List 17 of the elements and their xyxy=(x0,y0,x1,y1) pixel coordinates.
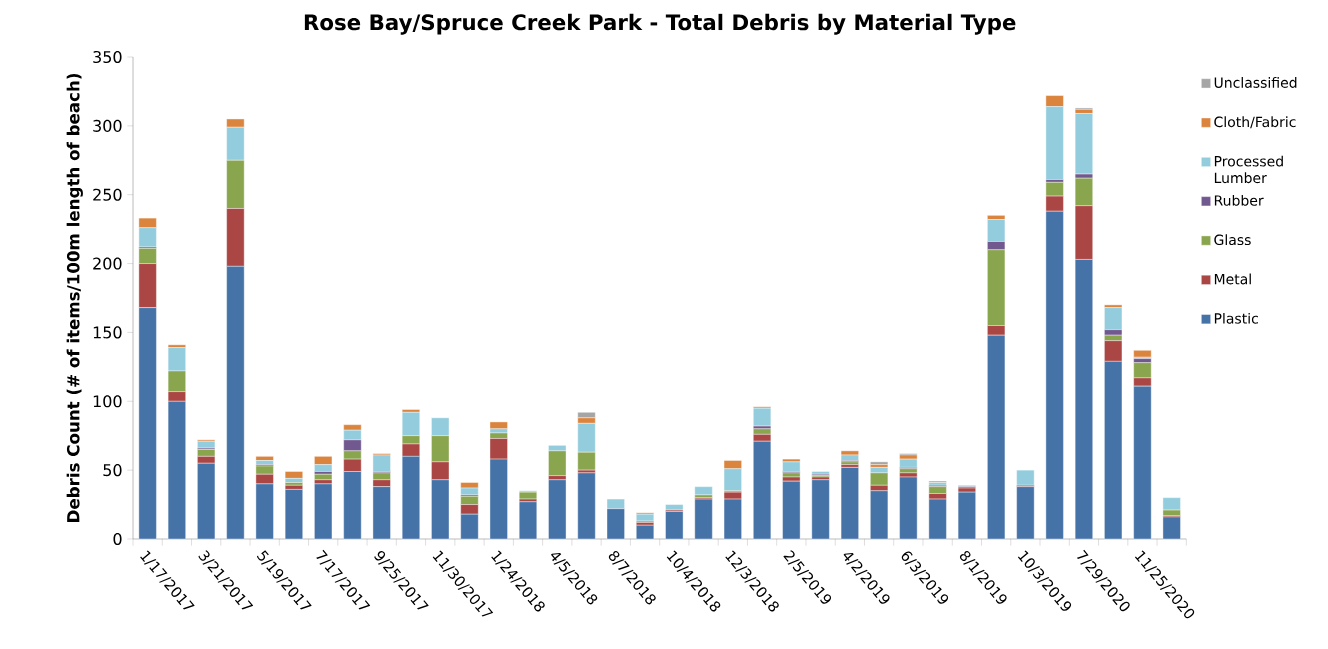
legend-label: Cloth/Fabric xyxy=(1214,116,1296,129)
chart-title: Rose Bay/Spruce Creek Park - Total Debris by Material Type xyxy=(304,13,1016,35)
legend-label: Glass xyxy=(1214,234,1251,246)
y-tick-label: 250 xyxy=(93,188,122,201)
legend-label: Rubber xyxy=(1214,194,1264,206)
y-tick-label: 50 xyxy=(103,464,122,477)
legend-label: Plastic xyxy=(1214,312,1258,324)
y-tick-label: 150 xyxy=(93,326,122,339)
legend-label: Processed Lumber xyxy=(1214,155,1283,184)
y-tick-label: 100 xyxy=(93,395,122,408)
y-tick-label: 350 xyxy=(93,50,122,64)
y-tick-label: 300 xyxy=(93,119,122,132)
legend-label: Unclassified xyxy=(1214,77,1297,88)
y-tick-label: 200 xyxy=(93,257,122,270)
y-axis-title: Debris Count (# of items/100m length of beach) xyxy=(66,73,83,522)
y-tick-label: 0 xyxy=(113,532,122,546)
legend-label: Metal xyxy=(1214,273,1251,285)
